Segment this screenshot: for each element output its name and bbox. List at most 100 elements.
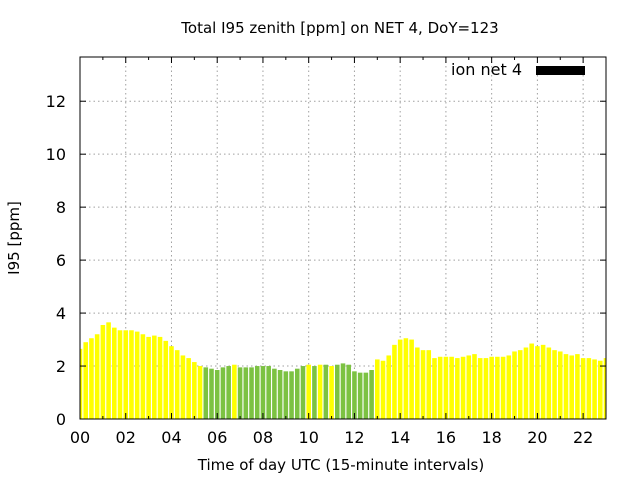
x-tick-labels: 00 02 04 06 08 10 12 14 16 18 20 22 xyxy=(70,428,593,447)
bar xyxy=(192,362,197,419)
x-tick-label: 10 xyxy=(299,428,319,447)
bar xyxy=(426,350,432,419)
x-tick-label: 12 xyxy=(344,428,364,447)
bar xyxy=(83,342,89,419)
bar xyxy=(500,356,506,419)
plot-frame xyxy=(79,56,607,420)
y-axis-title: I95 [ppm] xyxy=(5,201,23,275)
bar xyxy=(449,356,454,419)
bar xyxy=(563,354,569,419)
bar xyxy=(437,356,443,419)
bar xyxy=(243,367,249,419)
bar xyxy=(375,359,380,419)
bar xyxy=(294,368,300,419)
y-tick-labels: 0 2 4 6 8 10 12 xyxy=(46,92,66,429)
bar xyxy=(300,366,306,419)
bar xyxy=(580,358,586,419)
bar xyxy=(403,338,409,419)
x-tick-label: 22 xyxy=(573,428,593,447)
bar xyxy=(380,360,386,419)
bar xyxy=(134,331,140,419)
bar xyxy=(495,356,500,419)
bar xyxy=(529,343,534,419)
legend-swatch xyxy=(536,66,585,75)
y-tick-label: 4 xyxy=(56,304,66,323)
bar xyxy=(506,355,512,419)
bar xyxy=(489,356,494,419)
bar xyxy=(334,364,340,419)
bars xyxy=(80,322,606,419)
bar xyxy=(420,350,426,419)
bar xyxy=(432,358,437,419)
x-tick-label: 14 xyxy=(390,428,410,447)
bar xyxy=(306,364,311,419)
bar xyxy=(363,372,369,419)
legend-label: ion net 4 xyxy=(451,60,522,79)
bar xyxy=(94,334,100,419)
bar xyxy=(557,351,563,419)
bar xyxy=(249,367,254,419)
y-tick-label: 6 xyxy=(56,251,66,270)
bar xyxy=(392,344,397,419)
bar xyxy=(112,327,117,419)
bar xyxy=(140,334,146,419)
bar xyxy=(220,367,226,419)
bar xyxy=(226,366,231,419)
bar xyxy=(106,322,111,419)
x-tick-label: 06 xyxy=(207,428,227,447)
bar xyxy=(357,372,363,419)
bar xyxy=(186,358,191,419)
bar xyxy=(209,368,214,419)
bar xyxy=(289,371,294,419)
x-tick-label: 16 xyxy=(436,428,456,447)
bar xyxy=(180,355,186,419)
bar xyxy=(569,355,574,419)
bar xyxy=(163,340,169,419)
bar xyxy=(415,347,420,419)
legend: ion net 4 xyxy=(451,60,585,79)
bar xyxy=(409,339,414,419)
bar xyxy=(123,330,129,419)
bar xyxy=(157,336,163,419)
x-tick-label: 18 xyxy=(481,428,501,447)
bar xyxy=(260,366,266,419)
bar xyxy=(203,367,209,419)
bar xyxy=(512,351,517,419)
bar xyxy=(340,363,346,419)
y-tick-label: 8 xyxy=(56,198,66,217)
bar xyxy=(254,366,260,419)
bar xyxy=(100,324,106,419)
y-tick-label: 2 xyxy=(56,357,66,376)
x-tick-label: 02 xyxy=(116,428,136,447)
bar xyxy=(146,336,151,419)
bar xyxy=(214,370,220,419)
bar xyxy=(535,346,540,419)
ticks xyxy=(79,57,606,420)
bar xyxy=(455,358,460,419)
bar xyxy=(443,356,449,419)
bar xyxy=(460,356,466,419)
bar xyxy=(352,371,357,419)
bar xyxy=(346,364,352,419)
bar xyxy=(397,339,403,419)
bar xyxy=(369,370,374,419)
bar xyxy=(386,355,392,419)
bar xyxy=(266,366,271,419)
chart-title: Total I95 zenith [ppm] on NET 4, DoY=123 xyxy=(180,19,498,37)
x-tick-label: 08 xyxy=(253,428,273,447)
bar xyxy=(517,350,523,419)
bar xyxy=(540,344,546,419)
bar xyxy=(466,355,472,419)
y-tick-label: 10 xyxy=(46,145,66,164)
bar xyxy=(483,358,489,419)
bar xyxy=(237,367,243,419)
bar xyxy=(277,370,283,419)
x-tick-label: 00 xyxy=(70,428,90,447)
bar xyxy=(323,364,329,419)
bar xyxy=(117,330,123,419)
x-tick-label: 20 xyxy=(527,428,547,447)
bar xyxy=(197,366,203,419)
bar xyxy=(329,366,334,419)
bar xyxy=(523,347,529,419)
